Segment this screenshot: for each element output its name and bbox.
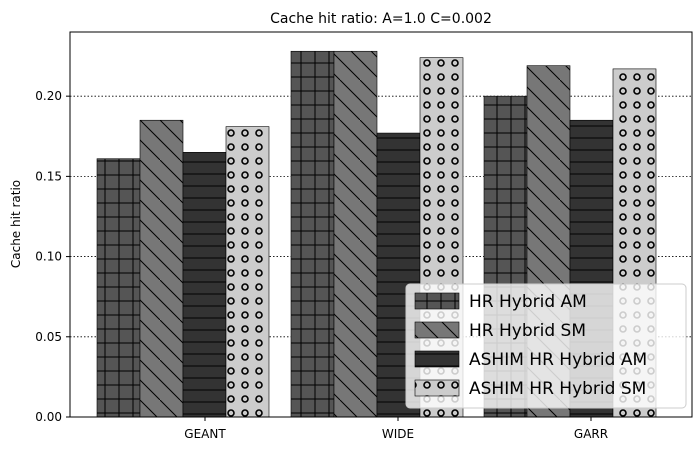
bar-geant-4 xyxy=(225,126,270,418)
y-tick-label: 0.20 xyxy=(35,89,62,103)
x-tick-label: GARR xyxy=(574,427,608,441)
legend-swatch xyxy=(414,379,460,397)
legend-label: ASHIM HR Hybrid SM xyxy=(469,379,646,399)
chart-title: Cache hit ratio: A=1.0 C=0.002 xyxy=(270,11,492,27)
y-tick-label: 0.05 xyxy=(35,330,62,344)
legend-swatch xyxy=(414,321,460,339)
legend-label: ASHIM HR Hybrid AM xyxy=(469,350,647,370)
bar-wide-1 xyxy=(290,50,335,418)
y-axis: 0.00 0.05 0.10 0.15 0.20 xyxy=(35,89,70,424)
bar-geant-3 xyxy=(182,152,227,418)
y-tick-label: 0.10 xyxy=(35,250,62,264)
legend-swatch xyxy=(414,350,460,368)
legend: HR Hybrid AM HR Hybrid SM ASHIM HR Hybrid … xyxy=(405,283,687,409)
legend-swatch xyxy=(414,292,460,310)
x-axis: GEANT WIDE GARR xyxy=(184,417,608,441)
legend-box xyxy=(405,283,687,409)
bar-wide-2 xyxy=(333,50,378,418)
y-tick-label: 0.15 xyxy=(35,169,62,183)
x-tick-label: GEANT xyxy=(184,427,226,441)
y-axis-label: Cache hit ratio xyxy=(9,180,23,268)
plot-frame xyxy=(69,31,693,418)
legend-label: HR Hybrid AM xyxy=(469,292,587,312)
legend-label: HR Hybrid SM xyxy=(469,321,586,341)
x-tick-label: WIDE xyxy=(382,427,414,441)
y-tick-label: 0.00 xyxy=(35,410,62,424)
bar-geant-1 xyxy=(96,158,141,418)
bar-geant-2 xyxy=(139,119,184,418)
